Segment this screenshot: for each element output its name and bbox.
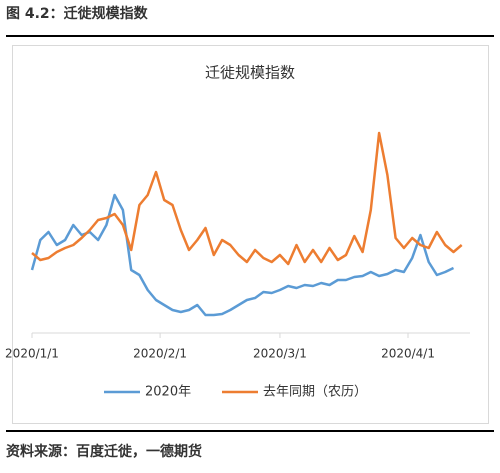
chart-frame <box>12 45 489 424</box>
figure-header: 图 4.2：迁徙规模指数 <box>6 5 149 22</box>
source-note: 资料来源：百度迁徙，一德期货 <box>6 443 202 460</box>
x-tick-label: 2020/3/1 <box>253 347 307 361</box>
legend-label: 去年同期（农历） <box>263 385 367 400</box>
x-tick-label: 2020/4/1 <box>381 347 435 361</box>
series-line <box>30 193 455 317</box>
chart-title: 迁徙规模指数 <box>205 64 295 82</box>
series-line <box>31 131 463 266</box>
legend-label: 2020年 <box>145 385 191 400</box>
x-tick-label: 2020/1/1 <box>5 347 59 361</box>
x-tick-label: 2020/2/1 <box>133 347 187 361</box>
